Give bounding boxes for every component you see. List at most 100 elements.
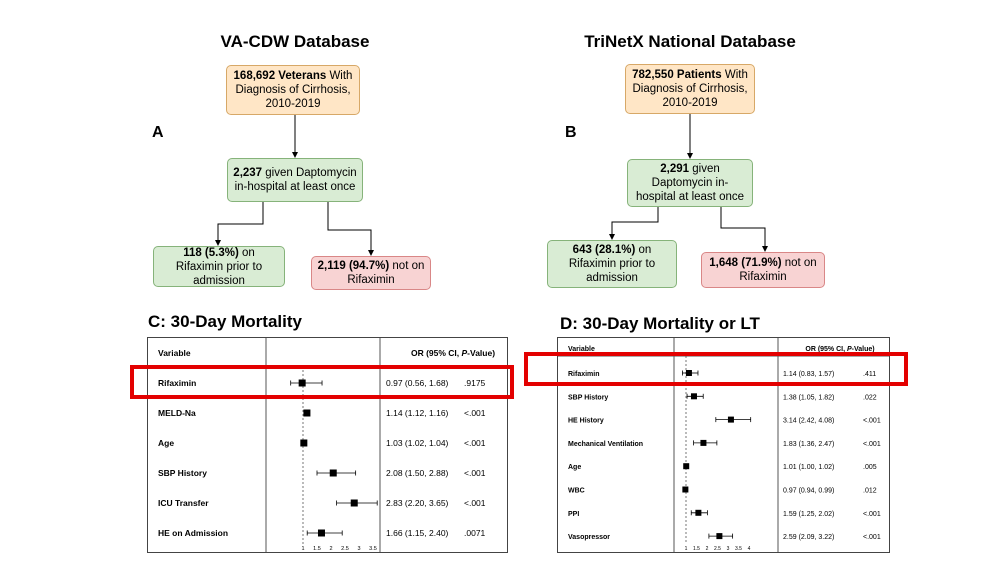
row-p-value: <.001: [863, 511, 881, 518]
axis-tick-label: 4: [748, 546, 751, 552]
panel-a-arrow-left: [215, 202, 264, 246]
row-p-value: .411: [863, 371, 876, 378]
panel-b-cohort-desc: With Diagnosis of Cirrhosis, 2010-2019: [632, 69, 748, 109]
panel-b-arrow-left: [609, 207, 659, 240]
point-estimate: [685, 370, 692, 376]
panel-a-letter: A: [152, 124, 164, 141]
axis-tick-label: 2.5: [341, 546, 349, 552]
point-estimate: [716, 533, 723, 540]
row-p-value: .005: [863, 464, 877, 471]
axis-tick-label: 3.5: [369, 546, 377, 552]
panel-c-title: C: 30-Day Mortality: [148, 312, 302, 331]
panel-b-cohort-box: 782,550 Patients With Diagnosis of Cirrh…: [625, 64, 755, 114]
point-estimate: [727, 416, 734, 423]
panel-c-forest-svg: Variable OR (95% CI, P-Value) Rifaximin 0…: [148, 338, 507, 552]
panel-c-header-variable: Variable: [158, 348, 191, 358]
panel-d-header-variable: Variable: [568, 346, 595, 353]
row-p-value: .012: [863, 488, 877, 495]
panel-a-cohort-box: 168,692 Veterans With Diagnosis of Cirrh…: [226, 65, 360, 115]
point-estimate: [329, 469, 337, 477]
point-estimate: [700, 439, 707, 446]
row-variable-label: Mechanical Ventilation: [568, 441, 643, 448]
row-or-value: 3.14 (2.42, 4.08): [783, 418, 834, 425]
axis-tick-label: 2: [706, 546, 709, 552]
row-p-value: .022: [863, 394, 877, 401]
row-or-value: 2.59 (2.09, 3.22): [783, 534, 834, 541]
row-or-value: 1.01 (1.00, 1.02): [783, 464, 834, 471]
panel-b-no-rifaximin-box: 1,648 (71.9%) not on Rifaximin: [701, 252, 825, 288]
row-p-value: <.001: [464, 408, 486, 418]
point-estimate: [695, 509, 702, 516]
panel-b-dapto-count: 2,291: [660, 163, 690, 175]
panel-b-title: TriNetX National Database: [584, 32, 796, 51]
panel-a-cohort-desc: With Diagnosis of Cirrhosis, 2010-2019: [235, 70, 353, 110]
row-or-value: 1.66 (1.15, 2.40): [386, 528, 449, 538]
panel-b-cohort-count: 782,550 Patients: [632, 69, 722, 81]
panel-b-letter: B: [565, 124, 577, 141]
axis-tick-label: 1.5: [313, 546, 321, 552]
panel-a-arrow-right: [327, 202, 374, 256]
axis-tick-label: 3: [727, 546, 730, 552]
point-estimate: [690, 393, 697, 400]
row-or-value: 1.38 (1.05, 1.82): [783, 394, 834, 401]
row-p-value: <.001: [464, 438, 486, 448]
row-p-value: .9175: [464, 378, 486, 388]
row-or-value: 1.14 (0.83, 1.57): [783, 371, 834, 378]
point-estimate: [683, 463, 690, 470]
panel-b-rifaximin-box: 643 (28.1%) on Rifaximin prior to admiss…: [547, 240, 677, 288]
panel-b-dapto-desc: given Daptomycin in-hospital at least on…: [635, 163, 745, 203]
point-estimate: [298, 379, 306, 387]
axis-tick-label: 2: [329, 546, 332, 552]
row-variable-label: Rifaximin: [158, 378, 196, 388]
row-or-value: 1.59 (1.25, 2.02): [783, 511, 834, 518]
axis-tick-label: 3: [357, 546, 360, 552]
panel-d-header-or: OR (95% CI, P-Value): [805, 346, 874, 353]
row-p-value: <.001: [863, 418, 881, 425]
row-p-value: <.001: [863, 534, 881, 541]
row-or-value: 2.83 (2.20, 3.65): [386, 498, 449, 508]
row-p-value: <.001: [464, 468, 486, 478]
axis-tick-label: 1.5: [693, 546, 700, 552]
row-or-value: 0.97 (0.94, 0.99): [783, 488, 834, 495]
row-or-value: 0.97 (0.56, 1.68): [386, 378, 449, 388]
panel-d-title: D: 30-Day Mortality or LT: [560, 314, 760, 333]
row-variable-label: Vasopressor: [568, 534, 610, 541]
panel-a-rifaximin-box: 118 (5.3%) on Rifaximin prior to admissi…: [153, 246, 285, 287]
row-or-value: 1.14 (1.12, 1.16): [386, 408, 449, 418]
row-or-value: 1.83 (1.36, 2.47): [783, 441, 834, 448]
row-p-value: <.001: [464, 498, 486, 508]
panel-c-forest-plot: Variable OR (95% CI, P-Value) Rifaximin 0…: [147, 337, 508, 553]
panel-b-norif-count: 1,648 (71.9%): [709, 257, 782, 269]
panel-b-daptomycin-box: 2,291 given Daptomycin in-hospital at le…: [627, 159, 753, 207]
point-estimate: [300, 439, 308, 447]
panel-a-no-rifaximin-box: 2,119 (94.7%) not on Rifaximin: [311, 256, 431, 290]
panel-a-title: VA-CDW Database: [220, 32, 370, 51]
panel-a-daptomycin-box: 2,237 given Daptomycin in-hospital at le…: [227, 158, 363, 202]
row-variable-label: Rifaximin: [568, 371, 600, 378]
point-estimate: [303, 409, 311, 417]
row-variable-label: SBP History: [568, 394, 608, 401]
row-variable-label: WBC: [568, 488, 585, 495]
row-or-value: 2.08 (1.50, 2.88): [386, 468, 449, 478]
row-or-value: 1.03 (1.02, 1.04): [386, 438, 449, 448]
row-variable-label: MELD-Na: [158, 408, 196, 418]
row-variable-label: Age: [568, 464, 581, 471]
point-estimate: [350, 499, 358, 507]
panel-c-rifaximin-highlight: [130, 365, 514, 399]
panel-b-rif-count: 643 (28.1%): [572, 244, 636, 256]
row-variable-label: PPI: [568, 511, 579, 518]
row-variable-label: HE on Admission: [158, 528, 228, 538]
panel-a-dapto-count: 2,237: [233, 167, 263, 179]
panel-d-rifaximin-highlight: [524, 352, 908, 386]
axis-tick-label: 3.5: [735, 546, 742, 552]
panel-b-norif-desc: not on Rifaximin: [739, 257, 817, 283]
panel-b-rif-desc: on Rifaximin prior to admission: [568, 244, 656, 284]
row-variable-label: ICU Transfer: [158, 498, 209, 508]
row-p-value: <.001: [863, 441, 881, 448]
panel-a-rif-desc: on Rifaximin prior to admission: [175, 246, 263, 287]
row-p-value: .0071: [464, 528, 486, 538]
panel-a-cohort-count: 168,692 Veterans: [233, 70, 327, 82]
panel-d-forest-plot: Variable OR (95% CI, P-Value) Rifaximin 1…: [557, 337, 890, 553]
panel-a-norif-desc: not on Rifaximin: [347, 260, 425, 286]
